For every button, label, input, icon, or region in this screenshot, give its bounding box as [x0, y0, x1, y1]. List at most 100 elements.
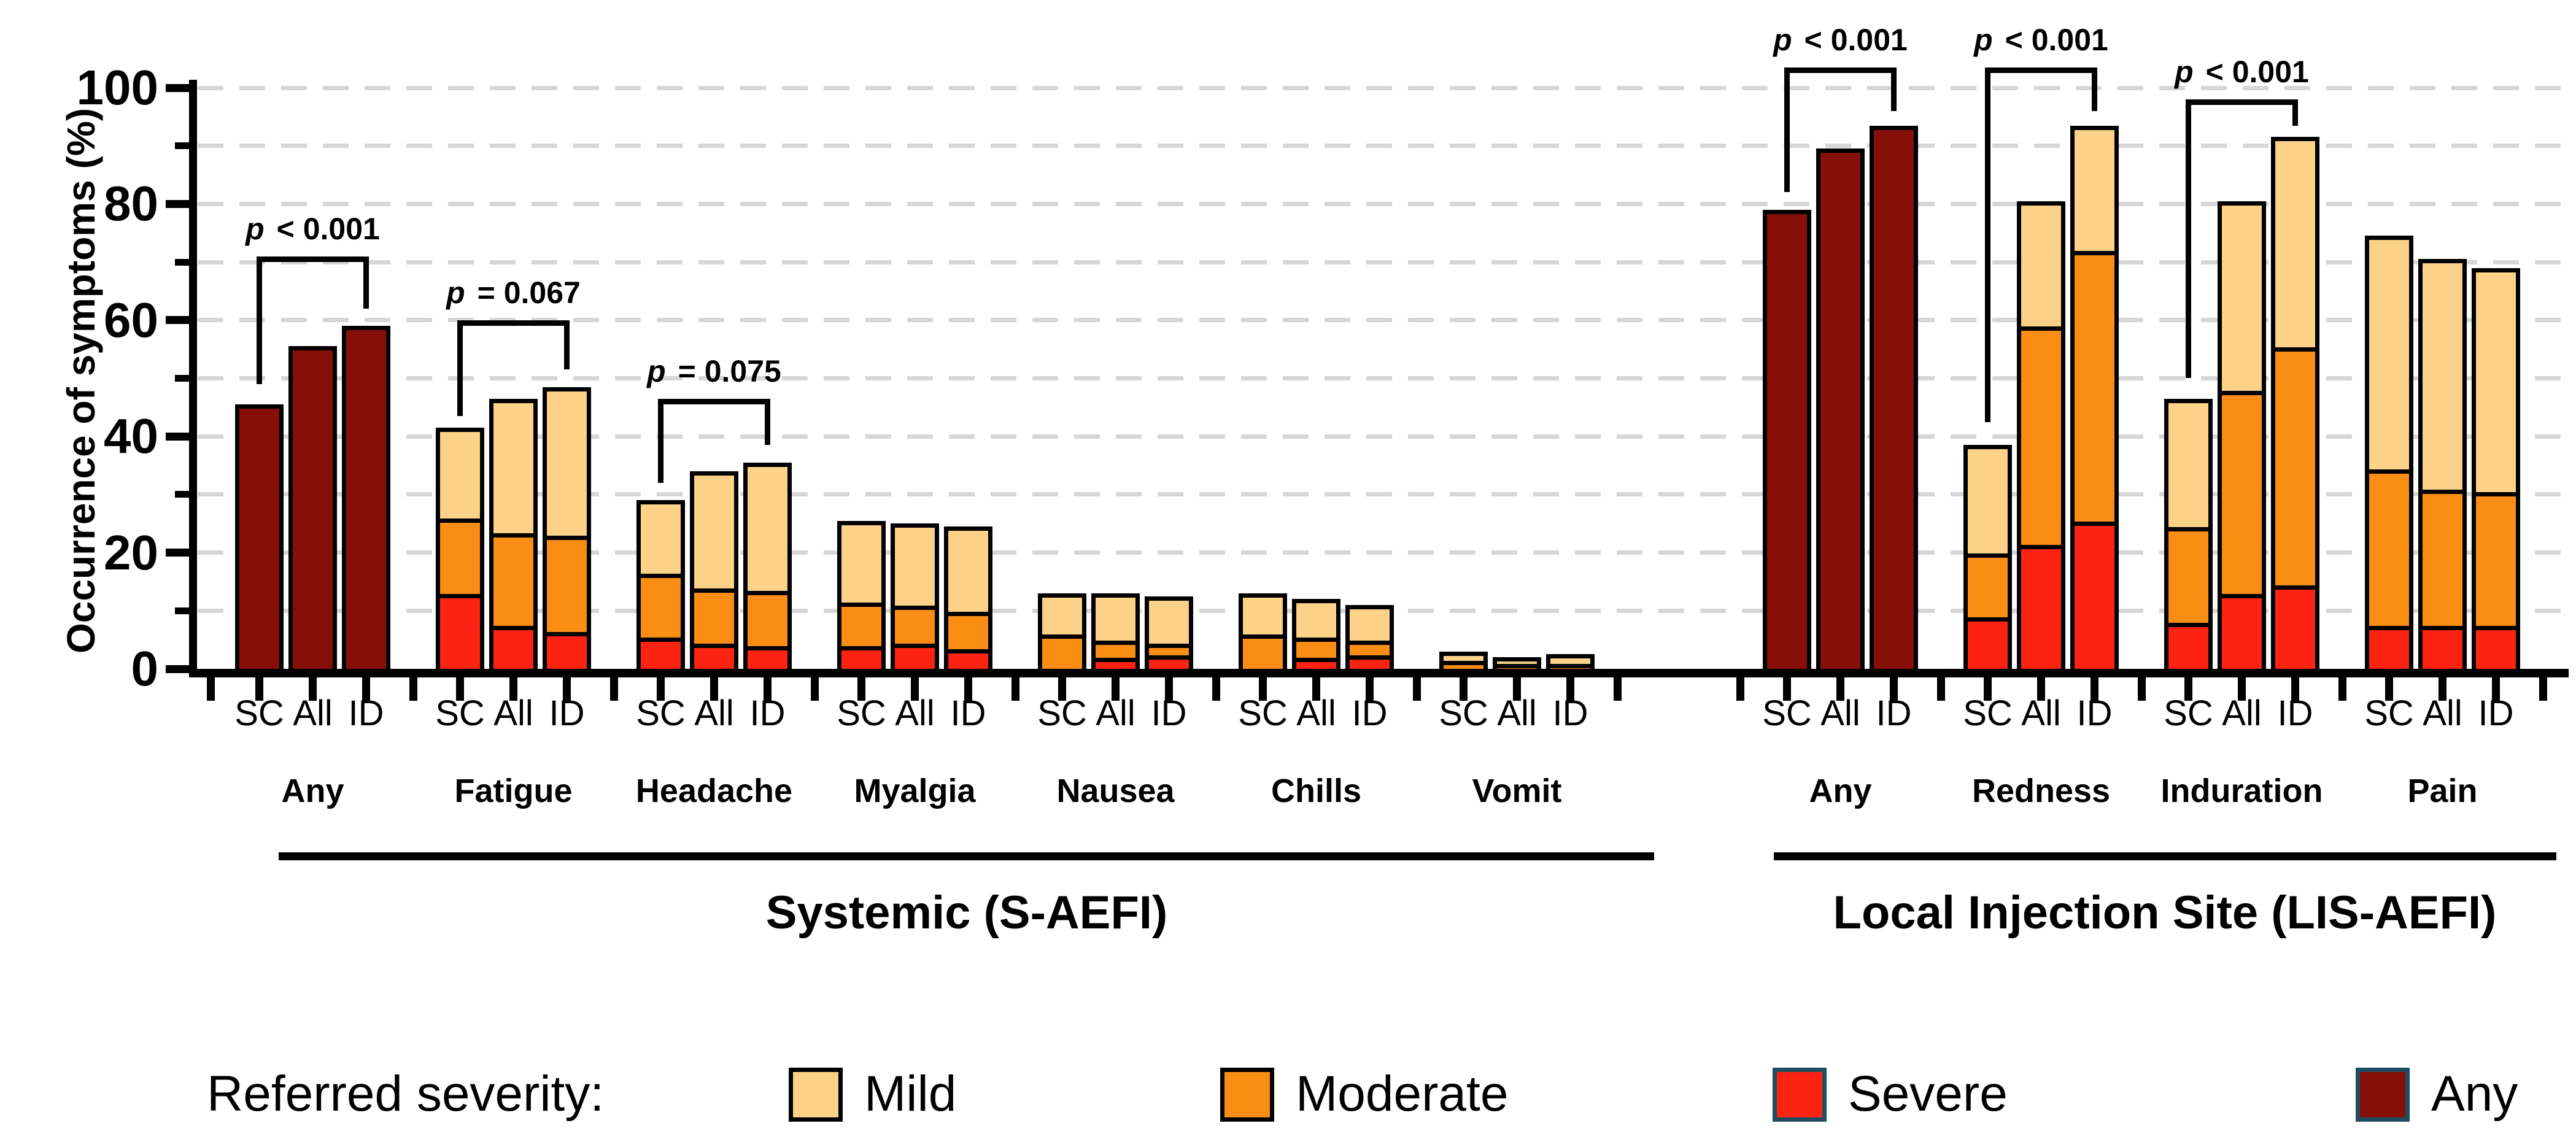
bar-redness-sc	[1963, 445, 2012, 673]
segment-moderate-vomit-all	[1497, 668, 1537, 669]
p-value-any-lis: p < 0.001	[1773, 22, 1908, 57]
x-axis-tick-41	[2338, 677, 2346, 701]
x-axis-tick-0	[206, 677, 215, 701]
x-axis-tick-20	[1212, 677, 1220, 701]
bar-fatigue-sc	[436, 427, 484, 673]
bar-myalgia-all	[891, 523, 939, 673]
x-axis-tick-5	[456, 677, 464, 701]
segment-moderate-pain-all	[2423, 493, 2462, 626]
segment-mild-chills-all	[1296, 603, 1336, 638]
segment-severe-nausea-id	[1149, 659, 1189, 669]
gridline-30	[198, 492, 2569, 497]
section-line-systemic	[279, 852, 1654, 860]
bar-label-nausea-all: All	[1096, 693, 1135, 733]
segment-mild-headache-id	[748, 466, 787, 592]
segment-moderate-myalgia-sc	[841, 607, 881, 647]
bar-label-vomit-sc: SC	[1439, 693, 1488, 733]
bar-redness-id	[2070, 125, 2119, 673]
segment-moderate-myalgia-id	[948, 615, 988, 650]
bar-label-pain-sc: SC	[2364, 693, 2414, 733]
x-axis-tick-44	[2492, 677, 2500, 701]
p-value-induration-lis: p < 0.001	[2175, 54, 2309, 89]
x-axis-tick-42	[2385, 677, 2393, 701]
bar-label-nausea-sc: SC	[1037, 693, 1087, 733]
bar-nausea-all	[1091, 593, 1140, 673]
segment-moderate-chills-id	[1350, 644, 1390, 655]
bracket-right-leg-redness-lis	[2092, 67, 2097, 111]
segment-moderate-redness-all	[2021, 331, 2061, 545]
bracket-top-any-systemic	[257, 256, 369, 262]
segment-mild-vomit-all	[1497, 661, 1537, 664]
y-axis-line	[189, 80, 197, 677]
legend-label-any: Any	[2431, 1066, 2518, 1122]
y-minor-tick-50	[175, 375, 189, 382]
legend-swatch-any	[2356, 1068, 2410, 1122]
legend-label-severe: Severe	[1848, 1066, 2008, 1122]
x-axis-tick-2	[309, 677, 317, 701]
bar-any-id	[342, 326, 390, 673]
segment-any-any-sc	[239, 409, 279, 669]
segment-moderate-nausea-id	[1149, 647, 1189, 655]
segment-mild-myalgia-sc	[841, 525, 881, 603]
bracket-right-leg-headache-systemic	[765, 398, 770, 445]
p-value-headache-systemic: p = 0.075	[647, 353, 781, 388]
segment-severe-induration-all	[2222, 598, 2262, 669]
x-axis-tick-30	[1783, 677, 1791, 701]
bar-vomit-id	[1546, 654, 1595, 673]
bar-label-myalgia-id: ID	[950, 693, 986, 733]
bar-label-any-sc: SC	[1762, 693, 1812, 733]
x-axis-tick-28	[1613, 677, 1622, 701]
bar-label-vomit-id: ID	[1552, 693, 1588, 733]
bar-label-myalgia-all: All	[895, 693, 935, 733]
segment-mild-nausea-sc	[1042, 597, 1082, 635]
x-axis-tick-37	[2137, 677, 2146, 701]
y-minor-tick-10	[175, 607, 189, 614]
bar-label-fatigue-id: ID	[549, 693, 585, 733]
bracket-left-leg-headache-systemic	[658, 398, 663, 483]
bracket-left-leg-induration-lis	[2186, 99, 2191, 379]
segment-mild-headache-sc	[641, 504, 681, 574]
segment-severe-myalgia-sc	[841, 650, 881, 669]
bar-induration-sc	[2164, 398, 2213, 673]
gridline-60	[198, 318, 2569, 323]
bracket-top-headache-systemic	[658, 398, 770, 404]
segment-moderate-myalgia-all	[895, 610, 935, 644]
x-axis-tick-21	[1259, 677, 1267, 701]
segment-moderate-pain-id	[2476, 496, 2516, 626]
y-major-tick-60	[166, 316, 189, 325]
x-axis-tick-36	[2091, 677, 2098, 701]
x-axis-tick-22	[1312, 677, 1320, 701]
symptom-label-myalgia-systemic: Myalgia	[854, 773, 976, 809]
bar-label-pain-all: All	[2423, 693, 2462, 733]
bar-any-sc	[235, 404, 284, 673]
segment-moderate-headache-id	[748, 595, 787, 647]
x-axis-tick-29	[1736, 677, 1744, 701]
segment-moderate-chills-all	[1296, 642, 1336, 658]
section-line-lis	[1774, 852, 2556, 860]
segment-severe-nausea-all	[1096, 662, 1135, 669]
segment-mild-fatigue-sc	[440, 431, 480, 519]
p-value-fatigue-systemic: p = 0.067	[446, 275, 581, 310]
segment-mild-myalgia-all	[895, 528, 935, 606]
segment-moderate-vomit-id	[1550, 668, 1590, 669]
x-axis-tick-1	[255, 677, 263, 701]
x-axis-tick-14	[911, 677, 919, 701]
bar-fatigue-all	[489, 398, 538, 673]
segment-severe-redness-sc	[1968, 621, 2008, 669]
symptom-label-fatigue-systemic: Fatigue	[454, 773, 573, 809]
x-axis-tick-19	[1165, 677, 1173, 701]
bar-label-redness-id: ID	[2076, 693, 2113, 733]
segment-any-any-id	[346, 330, 386, 669]
symptom-label-induration-lis: Induration	[2160, 773, 2323, 809]
bar-redness-all	[2017, 201, 2065, 673]
segment-severe-headache-all	[694, 647, 734, 669]
segment-severe-induration-id	[2275, 589, 2315, 669]
x-axis-tick-6	[509, 677, 517, 701]
bracket-top-any-lis	[1784, 67, 1897, 73]
bar-label-redness-all: All	[2021, 693, 2061, 733]
segment-mild-vomit-id	[1550, 658, 1590, 664]
bar-label-fatigue-sc: SC	[435, 693, 485, 733]
x-axis-tick-33	[1936, 677, 1945, 701]
segment-moderate-induration-sc	[2168, 531, 2208, 623]
